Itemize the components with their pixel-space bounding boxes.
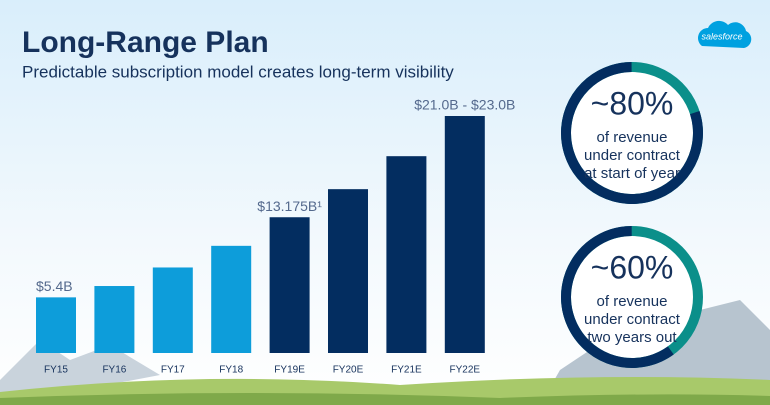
gauge-label: ~60% xyxy=(591,249,674,285)
x-tick-label: FY21E xyxy=(391,365,422,376)
bar xyxy=(328,189,368,353)
bar xyxy=(94,286,135,353)
title: Long-Range Plan xyxy=(22,26,269,59)
x-tick-label: FY17 xyxy=(161,365,185,376)
gauge-caption: two years out xyxy=(587,329,677,346)
x-tick-label: FY20E xyxy=(333,365,364,376)
x-tick-label: FY15 xyxy=(44,365,68,376)
gauge-label: ~80% xyxy=(591,85,674,121)
logo: salesforce xyxy=(698,20,752,48)
value-label: $13.175B¹ xyxy=(257,198,322,214)
gauge-caption: at start of year xyxy=(584,165,680,182)
bar xyxy=(211,245,252,353)
x-tick-label: FY16 xyxy=(102,365,126,376)
x-tick-label: FY22E xyxy=(450,365,481,376)
gauge-caption: of revenue xyxy=(597,129,668,146)
x-tick-label: FY19E xyxy=(274,365,305,376)
bar xyxy=(444,116,485,353)
logo-cloud xyxy=(698,20,752,48)
gauge-caption: under contract xyxy=(584,311,681,328)
bar xyxy=(36,297,76,353)
bar xyxy=(269,217,310,353)
gauge-arc xyxy=(561,62,703,204)
bar xyxy=(152,267,193,353)
x-tick-label: FY18 xyxy=(219,365,243,376)
hills xyxy=(0,393,770,405)
subtitle: Predictable subscription model creates l… xyxy=(22,62,454,81)
value-label: $5.4B xyxy=(36,278,73,294)
bar xyxy=(386,156,427,353)
gauge-caption: under contract xyxy=(584,147,681,164)
gauge-caption: of revenue xyxy=(597,293,668,310)
logo-text: salesforce xyxy=(701,31,742,41)
gauge-arc xyxy=(561,226,703,368)
value-label: $21.0B - $23.0B xyxy=(414,97,515,113)
